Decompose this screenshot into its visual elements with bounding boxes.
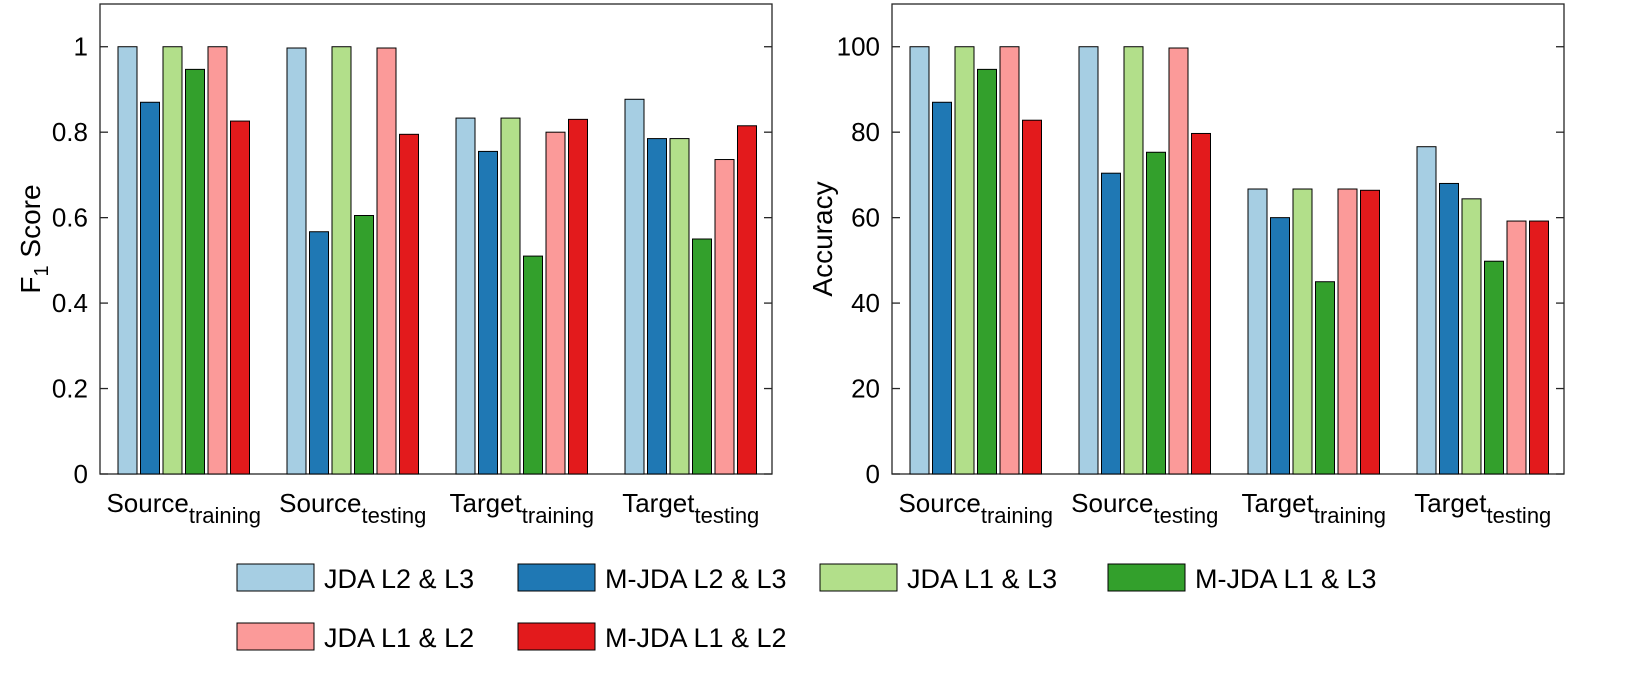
bar-jda-l1-l2-0 xyxy=(207,46,228,475)
bar-jda-l2-l3-1 xyxy=(1078,46,1099,475)
legend-swatch xyxy=(236,563,315,592)
bar-m-jda-l1-l3-2 xyxy=(1315,281,1335,475)
y-tick-label: 40 xyxy=(851,288,880,318)
bar-jda-l1-l2-2 xyxy=(545,131,566,475)
legend-swatch xyxy=(819,563,898,592)
bar-m-jda-l1-l3-1 xyxy=(354,215,374,475)
bar-m-jda-l1-l2-1 xyxy=(1191,132,1211,475)
bar-jda-l2-l3-3 xyxy=(1416,146,1437,475)
legend-swatch xyxy=(517,622,596,651)
bar-jda-l1-l2-0 xyxy=(999,46,1020,475)
bar-jda-l1-l2-2 xyxy=(1337,188,1358,475)
f1-score-chart: 0 0.2 0.4 0.6 0.8 1 F1 Score Sourcetraining Sour… xyxy=(15,3,773,528)
bar-m-jda-l1-l3-3 xyxy=(1484,260,1504,475)
bar-m-jda-l2-l3-2 xyxy=(1270,217,1290,475)
y-tick-label: 0 xyxy=(866,459,880,489)
bar-jda-l1-l3-3 xyxy=(1461,198,1482,475)
bar-jda-l1-l3-2 xyxy=(500,117,521,475)
x-tick-label: Sourcetesting xyxy=(1071,488,1218,528)
bar-m-jda-l1-l3-0 xyxy=(185,68,205,475)
bar-jda-l1-l3-0 xyxy=(162,46,183,475)
bar-m-jda-l2-l3-0 xyxy=(140,101,160,475)
y-tick-label: 0.8 xyxy=(52,117,88,147)
bar-jda-l1-l3-3 xyxy=(669,138,690,475)
y-tick-label: 100 xyxy=(837,32,880,62)
bar-m-jda-l2-l3-0 xyxy=(932,101,952,475)
legend-label: M-JDA L2 & L3 xyxy=(605,564,787,594)
x-tick-label: Sourcetraining xyxy=(898,488,1053,528)
bar-jda-l1-l2-1 xyxy=(1168,47,1189,475)
bar-m-jda-l1-l2-2 xyxy=(1360,189,1380,475)
bar-jda-l2-l3-3 xyxy=(624,98,645,475)
y-tick-label: 0.2 xyxy=(52,374,88,404)
bar-m-jda-l1-l2-3 xyxy=(737,125,757,475)
legend-label: M-JDA L1 & L3 xyxy=(1195,564,1377,594)
bar-m-jda-l1-l2-3 xyxy=(1529,220,1549,475)
bar-m-jda-l2-l3-1 xyxy=(309,231,329,475)
y-axis-label: F1 Score xyxy=(15,184,53,293)
bar-jda-l2-l3-0 xyxy=(909,46,930,475)
x-tick-label: Targettesting xyxy=(622,488,759,528)
bar-jda-l1-l3-1 xyxy=(1123,46,1144,475)
bar-jda-l1-l3-2 xyxy=(1292,188,1313,475)
y-tick-label: 20 xyxy=(851,374,880,404)
legend-label: M-JDA L1 & L2 xyxy=(605,623,787,653)
bar-jda-l1-l3-1 xyxy=(331,46,352,475)
legend-label: JDA L1 & L3 xyxy=(907,564,1057,594)
bar-jda-l1-l2-3 xyxy=(1506,220,1527,475)
legend-swatch xyxy=(236,622,315,651)
bar-m-jda-l1-l2-2 xyxy=(568,118,588,475)
y-tick-label: 0.6 xyxy=(52,203,88,233)
bar-jda-l2-l3-2 xyxy=(1247,188,1268,475)
bar-m-jda-l2-l3-3 xyxy=(1439,182,1459,475)
y-tick-label: 60 xyxy=(851,203,880,233)
bar-m-jda-l1-l3-2 xyxy=(523,255,543,475)
bar-m-jda-l1-l2-0 xyxy=(230,120,250,475)
legend: JDA L2 & L3 M-JDA L2 & L3 JDA L1 & L3 M-JDA… xyxy=(236,563,1377,653)
x-tick-label: Sourcetesting xyxy=(279,488,426,528)
legend-label: JDA L2 & L3 xyxy=(324,564,474,594)
bar-jda-l1-l2-1 xyxy=(376,47,397,475)
x-tick-label: Targettesting xyxy=(1414,488,1551,528)
bar-jda-l2-l3-0 xyxy=(117,46,138,475)
y-tick-label: 80 xyxy=(851,117,880,147)
x-tick-label: Targettraining xyxy=(1242,488,1386,528)
y-tick-label: 1 xyxy=(74,32,88,62)
accuracy-chart: 0 20 40 60 80 100 Accuracy Sourcetraining Source… xyxy=(807,3,1565,528)
legend-label: JDA L1 & L2 xyxy=(324,623,474,653)
x-tick-label: Targettraining xyxy=(450,488,594,528)
bar-jda-l2-l3-2 xyxy=(455,117,476,475)
bar-m-jda-l1-l3-1 xyxy=(1146,151,1166,475)
bar-m-jda-l2-l3-3 xyxy=(647,138,667,475)
bar-jda-l1-l2-3 xyxy=(714,159,735,475)
legend-swatch xyxy=(1107,563,1186,592)
y-tick-label: 0 xyxy=(74,459,88,489)
legend-swatch xyxy=(517,563,596,592)
bar-jda-l1-l3-0 xyxy=(954,46,975,475)
y-axis-label: Accuracy xyxy=(807,181,838,296)
bar-jda-l2-l3-1 xyxy=(286,47,307,475)
bar-m-jda-l2-l3-2 xyxy=(478,150,498,475)
bar-m-jda-l1-l3-0 xyxy=(977,68,997,475)
x-tick-label: Sourcetraining xyxy=(106,488,261,528)
bar-m-jda-l2-l3-1 xyxy=(1101,172,1121,475)
bar-m-jda-l1-l2-1 xyxy=(399,133,419,475)
bar-m-jda-l1-l2-0 xyxy=(1022,119,1042,475)
y-tick-label: 0.4 xyxy=(52,288,88,318)
bar-m-jda-l1-l3-3 xyxy=(692,238,712,475)
